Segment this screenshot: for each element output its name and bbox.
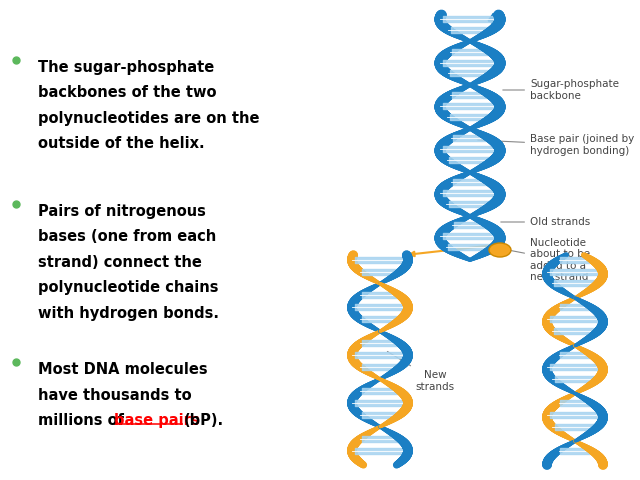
Text: millions of: millions of (38, 413, 129, 428)
Text: Pairs of nitrogenous: Pairs of nitrogenous (38, 204, 206, 219)
Text: base pairs: base pairs (114, 413, 205, 428)
Text: Nucleotide
about to be
added to a
new strand: Nucleotide about to be added to a new st… (511, 238, 590, 282)
Text: The sugar-phosphate: The sugar-phosphate (38, 60, 214, 75)
Text: backbones of the two: backbones of the two (38, 85, 217, 100)
Text: with hydrogen bonds.: with hydrogen bonds. (38, 306, 220, 321)
Text: polynucleotides are on the: polynucleotides are on the (38, 111, 260, 126)
Text: Most DNA molecules: Most DNA molecules (38, 362, 208, 377)
Text: Old strands: Old strands (500, 217, 590, 227)
Text: Sugar-phosphate
backbone: Sugar-phosphate backbone (503, 79, 619, 101)
Ellipse shape (489, 243, 511, 257)
Text: have thousands to: have thousands to (38, 388, 192, 403)
Text: Base pair (joined by
hydrogen bonding): Base pair (joined by hydrogen bonding) (478, 134, 634, 156)
Text: New
strands: New strands (387, 351, 454, 392)
Text: outside of the helix.: outside of the helix. (38, 136, 205, 151)
Text: polynucleotide chains: polynucleotide chains (38, 280, 219, 295)
Text: strand) connect the: strand) connect the (38, 255, 202, 270)
Text: bases (one from each: bases (one from each (38, 229, 217, 244)
Text: (bP).: (bP). (183, 413, 223, 428)
